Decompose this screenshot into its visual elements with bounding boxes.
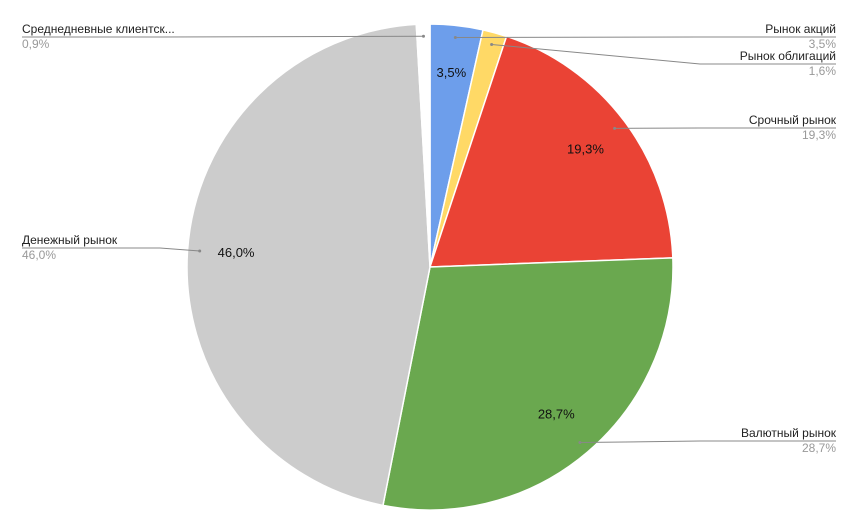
leader-dot — [421, 34, 425, 38]
leader-line — [22, 247, 200, 252]
leader-dot — [578, 441, 582, 445]
pie-slice — [382, 257, 674, 511]
pie-slice — [415, 23, 431, 268]
pie-slice — [186, 23, 431, 507]
slice-label: 28,7% — [538, 406, 575, 421]
slice-label: 46,0% — [218, 245, 255, 260]
legend-name: Срочный рынок — [749, 113, 837, 127]
legend-name: Среднедневные клиентск... — [22, 22, 175, 36]
leader-line — [22, 35, 424, 38]
legend-name: Денежный рынок — [22, 233, 118, 247]
legend-value: 3,5% — [809, 37, 837, 51]
slice-label: 3,5% — [437, 65, 467, 80]
leader-line — [455, 36, 836, 39]
legend-name: Рынок облигаций — [740, 49, 836, 63]
legend-name: Рынок акций — [765, 22, 836, 36]
leader-line — [579, 440, 836, 444]
leader-dot — [198, 249, 202, 253]
legend-value: 19,3% — [802, 128, 836, 142]
legend-value: 1,6% — [809, 64, 837, 78]
legend-name: Валютный рынок — [741, 426, 837, 440]
leader-dot — [490, 43, 494, 47]
leader-dot — [453, 36, 457, 40]
leader-dot — [613, 126, 617, 130]
legend-value: 28,7% — [802, 441, 836, 455]
leader-line — [491, 44, 836, 65]
legend-value: 46,0% — [22, 248, 56, 262]
slice-label: 19,3% — [567, 142, 604, 157]
legend-value: 0,9% — [22, 37, 50, 51]
